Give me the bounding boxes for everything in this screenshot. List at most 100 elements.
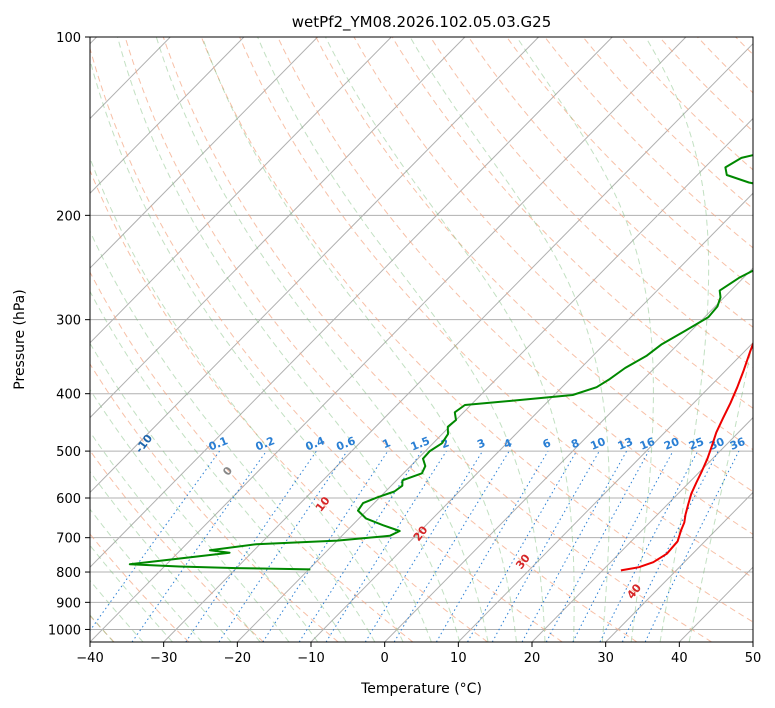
dry-adiabat <box>468 37 753 328</box>
moist-adiabat <box>155 37 489 642</box>
moist-adiabat <box>257 37 546 642</box>
mixing-ratio-lines <box>90 450 740 642</box>
dry-adiabat <box>90 46 563 642</box>
y-tick-label: 300 <box>56 314 81 329</box>
mixing-ratio-line <box>435 450 549 642</box>
isotherm-line <box>90 37 466 419</box>
y-tick-label: 800 <box>56 566 81 581</box>
y-tick-label: 200 <box>56 209 81 224</box>
y-axis-label: Pressure (hPa) <box>12 289 28 389</box>
mixing-ratio-line <box>545 450 650 642</box>
dry-adiabat <box>90 449 264 642</box>
dry-adiabat <box>162 37 712 642</box>
dry-adiabat <box>90 169 488 642</box>
mixing-ratio-line <box>131 450 267 642</box>
mixing-ratio-label: 20 <box>662 435 681 453</box>
mixing-ratio-label: 36 <box>728 435 747 453</box>
dry-adiabat <box>315 37 753 493</box>
x-tick-label: 20 <box>524 651 541 666</box>
isotherm-line <box>384 267 753 642</box>
x-tick-label: −20 <box>224 651 251 666</box>
dry-adiabat <box>429 37 753 369</box>
mixing-ratio-label: 2 <box>439 436 451 451</box>
x-axis-label: Temperature (°C) <box>360 681 482 697</box>
isobar-grid <box>90 37 753 630</box>
moist-adiabat <box>90 156 404 642</box>
mixing-ratio-label: 30 <box>707 435 726 453</box>
dry-adiabat <box>124 37 638 642</box>
mixing-ratio-label: 3 <box>475 436 487 451</box>
mixing-ratio-line <box>521 450 628 642</box>
x-tick-label: 0 <box>381 651 389 666</box>
plot-area: -100-90-80-70-60-50-40-30-20-10010203040… <box>90 37 753 642</box>
moist-adiabat <box>688 337 753 642</box>
moist-adiabat <box>90 579 144 642</box>
isotherm-line <box>531 416 753 642</box>
y-tick-label: 500 <box>56 445 81 460</box>
dry-adiabat <box>239 37 753 579</box>
dry-adiabat <box>391 37 753 409</box>
y-tick-label: 100 <box>56 31 81 46</box>
moist-adiabat <box>90 290 347 642</box>
mixing-ratio-label: 1 <box>381 436 393 451</box>
moist-adiabats <box>90 37 753 642</box>
moist-adiabat <box>409 37 610 642</box>
moist-adiabat <box>645 37 710 642</box>
x-tick-label: −10 <box>297 651 324 666</box>
moist-adiabat <box>90 470 232 642</box>
x-tick-label: 40 <box>671 651 688 666</box>
dry-adiabat <box>200 37 753 623</box>
mixing-ratio-label: 16 <box>638 435 657 453</box>
skewed-isotherm-grid <box>90 37 753 642</box>
mixing-ratio-line <box>262 450 389 642</box>
dry-adiabat <box>277 37 753 535</box>
moist-adiabat <box>516 37 654 642</box>
x-axis-ticks: −40 −30 −20 −10 0 10 20 30 40 50 <box>76 642 761 666</box>
y-tick-label: 600 <box>56 492 81 507</box>
moist-adiabat <box>117 37 461 642</box>
y-axis-ticks: 100 200 300 400 500 600 700 800 900 1000 <box>48 31 90 638</box>
y-tick-label: 400 <box>56 388 81 403</box>
mixing-ratio-label: 13 <box>616 435 635 453</box>
dry-adiabat <box>506 37 753 288</box>
isotherm-line <box>90 37 318 269</box>
moist-adiabat <box>325 37 575 642</box>
mixing-ratio-line <box>621 450 719 642</box>
dry-adiabat <box>90 271 414 642</box>
mixing-ratio-label: 8 <box>569 436 581 451</box>
sounding-profiles <box>128 154 753 572</box>
moist-adiabat <box>201 37 517 642</box>
mixing-ratio-line <box>393 450 510 642</box>
mixing-ratio-line <box>218 450 348 642</box>
dry-adiabats <box>90 37 753 642</box>
moist-adiabat <box>90 57 432 642</box>
moist-adiabat <box>90 388 290 642</box>
y-tick-label: 1000 <box>48 623 81 638</box>
x-tick-label: −40 <box>76 651 103 666</box>
dewpoint-profile <box>128 154 753 571</box>
mixing-ratio-line <box>185 450 317 642</box>
mixing-ratio-line <box>364 450 484 642</box>
moist-adiabat <box>90 230 376 642</box>
mixing-ratio-line <box>644 450 740 642</box>
isotherm-line <box>605 491 753 642</box>
mixing-ratio-line <box>298 450 423 642</box>
moist-adiabat <box>90 431 261 642</box>
isotherm-line <box>163 42 753 642</box>
isotherm-line <box>90 37 613 568</box>
mixing-ratio-label: 10 <box>588 435 607 453</box>
isotherm-line <box>457 342 753 642</box>
y-tick-label: 900 <box>56 596 81 611</box>
isotherm-line <box>90 37 392 344</box>
plot-frame <box>89 36 754 643</box>
temperature-profile <box>620 341 753 572</box>
isotherm-line <box>90 37 245 194</box>
x-tick-label: 50 <box>745 651 762 666</box>
moist-adiabat <box>90 342 319 642</box>
y-tick-label: 700 <box>56 532 81 547</box>
isotherm-line <box>90 37 687 642</box>
mixing-ratio-label: 25 <box>687 435 706 453</box>
chart-title: wetPf2_YM08.2026.102.05.03.G25 <box>292 13 551 32</box>
